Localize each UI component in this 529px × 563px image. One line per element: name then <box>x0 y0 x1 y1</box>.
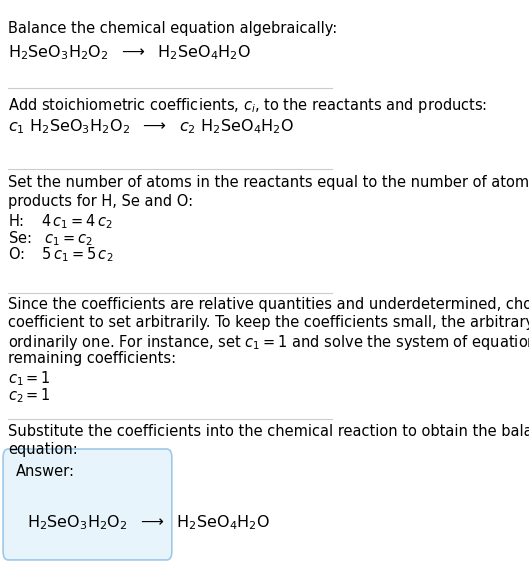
Text: Add stoichiometric coefficients, $c_i$, to the reactants and products:: Add stoichiometric coefficients, $c_i$, … <box>8 96 487 114</box>
Text: $c_1$ $\mathregular{H_2SeO_3H_2O_2}$  $\longrightarrow$  $c_2$ $\mathregular{H_2: $c_1$ $\mathregular{H_2SeO_3H_2O_2}$ $\l… <box>8 117 294 136</box>
Text: $c_2 = 1$: $c_2 = 1$ <box>8 386 51 405</box>
Text: Since the coefficients are relative quantities and underdetermined, choose a: Since the coefficients are relative quan… <box>8 297 529 312</box>
Text: Set the number of atoms in the reactants equal to the number of atoms in the: Set the number of atoms in the reactants… <box>8 175 529 190</box>
Text: $c_1 = 1$: $c_1 = 1$ <box>8 369 51 388</box>
Text: Balance the chemical equation algebraically:: Balance the chemical equation algebraica… <box>8 21 338 36</box>
Text: $\mathregular{H_2SeO_3H_2O_2}$  $\longrightarrow$  $\mathregular{H_2SeO_4H_2O}$: $\mathregular{H_2SeO_3H_2O_2}$ $\longrig… <box>8 43 251 61</box>
Text: H: $\;\;$ $4\,c_1 = 4\,c_2$: H: $\;\;$ $4\,c_1 = 4\,c_2$ <box>8 212 113 231</box>
Text: ordinarily one. For instance, set $c_1 = 1$ and solve the system of equations fo: ordinarily one. For instance, set $c_1 =… <box>8 333 529 352</box>
Text: Substitute the coefficients into the chemical reaction to obtain the balanced: Substitute the coefficients into the che… <box>8 425 529 439</box>
Text: equation:: equation: <box>8 443 78 457</box>
Text: coefficient to set arbitrarily. To keep the coefficients small, the arbitrary va: coefficient to set arbitrarily. To keep … <box>8 315 529 330</box>
Text: Answer:: Answer: <box>15 464 75 479</box>
FancyBboxPatch shape <box>3 449 172 560</box>
Text: Se: $\;$ $c_1 = c_2$: Se: $\;$ $c_1 = c_2$ <box>8 229 93 248</box>
Text: $\mathregular{H_2SeO_3H_2O_2}$  $\longrightarrow$  $\mathregular{H_2SeO_4H_2O}$: $\mathregular{H_2SeO_3H_2O_2}$ $\longrig… <box>26 513 270 532</box>
Text: remaining coefficients:: remaining coefficients: <box>8 351 176 366</box>
Text: O: $\;\;$ $5\,c_1 = 5\,c_2$: O: $\;\;$ $5\,c_1 = 5\,c_2$ <box>8 245 114 265</box>
Text: products for H, Se and O:: products for H, Se and O: <box>8 194 193 208</box>
